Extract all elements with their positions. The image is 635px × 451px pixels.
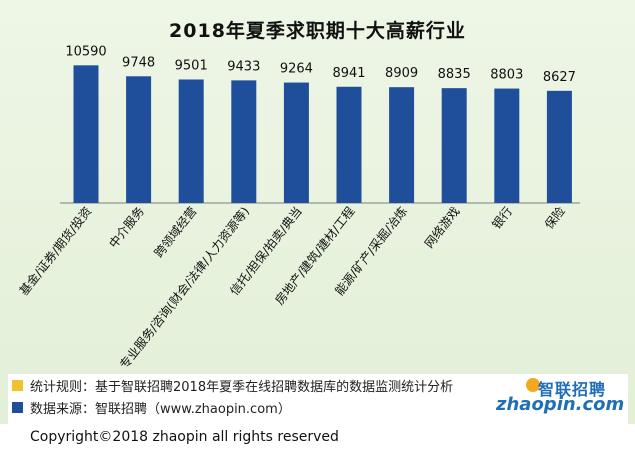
bar (336, 86, 362, 203)
bar-value-label: 8941 (332, 66, 365, 81)
bar (441, 88, 467, 203)
bar-value-label: 8803 (490, 68, 523, 83)
bar-value-label: 9501 (175, 58, 208, 73)
logo-cn: 智联招聘 (538, 380, 607, 399)
category-tick-label: 基金/证券/期货/投资 (16, 204, 94, 298)
logo-dot-icon (526, 378, 540, 392)
bar-value-label: 9433 (227, 59, 260, 74)
bar-value-label: 10590 (65, 44, 106, 59)
bar (126, 76, 152, 203)
bar-value-label: 8909 (385, 66, 418, 81)
note-rule: 统计规则：基于智联招聘2018年夏季在线招聘数据库的数据监测统计分析 (12, 376, 454, 395)
bar (178, 79, 204, 203)
bar-value-label: 8835 (438, 67, 471, 82)
notes-panel: 统计规则：基于智联招聘2018年夏季在线招聘数据库的数据监测统计分析 数据来源：… (8, 374, 628, 424)
bar (283, 82, 309, 203)
bar-value-label: 9264 (280, 62, 313, 77)
category-tick-label: 银行 (489, 204, 515, 232)
category-tick-label: 网络游戏 (421, 204, 462, 251)
chart-title: 2018年夏季求职期十大高薪行业 (169, 20, 466, 42)
copyright-bar: Copyright©2018 zhaopin all rights reserv… (0, 424, 635, 451)
note-source-text: 数据来源：智联招聘（www.zhaopin.com） (30, 401, 291, 417)
copyright-text: Copyright©2018 zhaopin all rights reserv… (30, 429, 339, 445)
bar (546, 90, 572, 203)
bar-chart: 10590基金/证券/期货/投资9748中介服务9501跨领域经营9433专业服… (16, 44, 580, 372)
yellow-square-icon (12, 379, 23, 391)
category-tick-label: 跨领域经营 (152, 204, 200, 260)
category-tick-label: 中介服务 (106, 204, 147, 251)
category-tick-label: 保险 (541, 204, 568, 232)
bar (389, 87, 415, 203)
zhaopin-logo: 智联招聘 zhaopin.com (496, 376, 625, 416)
bar-value-label: 9748 (122, 55, 155, 70)
note-rule-text: 统计规则：基于智联招聘2018年夏季在线招聘数据库的数据监测统计分析 (30, 379, 454, 395)
bar-value-label: 8627 (543, 70, 576, 85)
note-source: 数据来源：智联招聘（www.zhaopin.com） (12, 398, 291, 417)
bar (231, 80, 257, 203)
bar (73, 65, 99, 203)
blue-square-icon (12, 401, 23, 413)
logo-en: zhaopin.com (496, 394, 625, 415)
bar (494, 88, 520, 203)
